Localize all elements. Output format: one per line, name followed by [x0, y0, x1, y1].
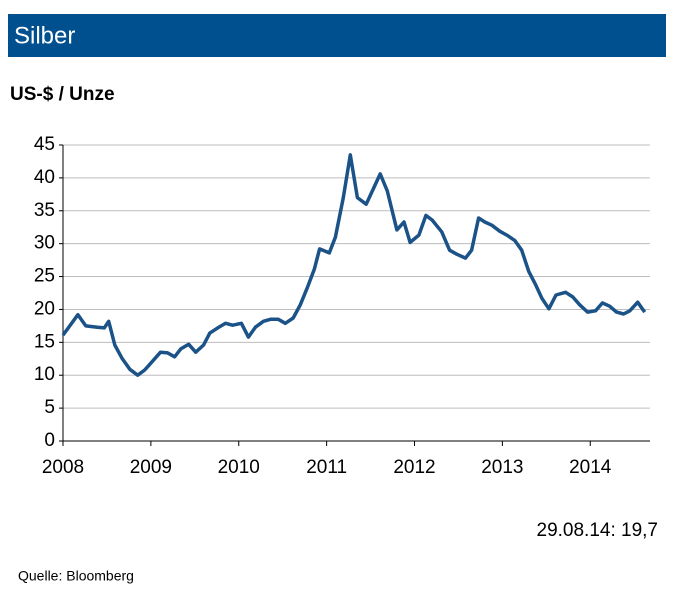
y-tick-label: 45	[34, 134, 55, 155]
y-tick-label: 15	[34, 331, 55, 352]
x-tick-label: 2010	[218, 457, 260, 478]
y-axis-label: US-$ / Unze	[10, 84, 115, 105]
y-tick-label: 0	[44, 430, 55, 451]
x-tick-label: 2013	[481, 457, 523, 478]
header-bar	[8, 14, 666, 57]
x-tick-label: 2009	[130, 457, 172, 478]
y-tick-label: 5	[44, 397, 55, 418]
y-tick-label: 20	[34, 298, 55, 319]
y-tick-label: 35	[34, 200, 55, 221]
x-tick-label: 2011	[306, 457, 347, 478]
chart-title: Silber	[14, 22, 75, 49]
x-tick-label: 2012	[393, 457, 435, 478]
y-tick-label: 25	[34, 266, 55, 287]
x-tick-label: 2014	[569, 457, 612, 478]
source: Quelle: Bloomberg	[18, 568, 134, 584]
y-tick-label: 40	[34, 167, 55, 188]
x-tick-label: 2008	[42, 457, 84, 478]
price-line	[61, 153, 647, 377]
y-tick-label: 10	[34, 364, 55, 385]
y-tick-label: 30	[34, 233, 55, 254]
annotation: 29.08.14: 19,7	[537, 520, 659, 541]
